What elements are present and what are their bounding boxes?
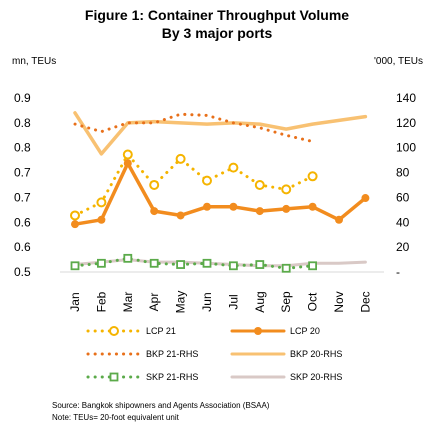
- legend-label-bkp-21-rhs: BKP 21-RHS: [146, 349, 198, 359]
- data-point-skp-21-rhs: [281, 263, 291, 273]
- series-bkp-20-rhs: [73, 111, 368, 156]
- data-point-lcp-20: [123, 159, 132, 168]
- series-lcp-20: [71, 159, 370, 229]
- data-point-lcp-21: [254, 180, 265, 190]
- left-axis-tick-label: 0.7: [14, 190, 31, 204]
- data-point-skp-21-rhs: [123, 253, 133, 263]
- data-point-lcp-20: [203, 202, 211, 211]
- data-point-lcp-20: [361, 194, 370, 203]
- plot-area: 0.9 0.8 0.8 0.7 0.7 0.6 0.6 0.5 140 120 100 80 60 40 2…: [14, 91, 416, 313]
- series-line-lcp-21: [73, 153, 315, 217]
- left-axis-tick-label: 0.5: [14, 265, 31, 279]
- x-axis-tick-label: Sep: [279, 291, 293, 313]
- source-note: Source: Bangkok shipowners and Agents As…: [52, 401, 270, 410]
- right-axis-tick-label: 80: [396, 166, 410, 180]
- right-axis-tick-label: 60: [396, 190, 410, 204]
- x-axis-tick-label: Mar: [121, 292, 135, 313]
- x-axis-tick-label: Aug: [253, 291, 267, 312]
- data-point-lcp-21: [70, 210, 80, 221]
- series-bkp-21-rhs: [73, 112, 315, 143]
- left-axis-tick-label: 0.8: [14, 116, 31, 130]
- series-line-bkp-21-rhs: [73, 112, 315, 143]
- data-point-skp-21-rhs: [255, 260, 265, 269]
- right-axis-unit-label: '000, TEUs: [374, 56, 423, 67]
- legend: LCP 21 LCP 20 BKP 21-RHS BKP 20-RHS SKP 21-R…: [86, 326, 342, 382]
- data-point-skp-21-rhs: [202, 258, 212, 268]
- x-axis-tick-label: Apr: [147, 293, 161, 312]
- x-axis-tick-label: Nov: [332, 291, 346, 312]
- left-axis-tick-label: 0.7: [14, 166, 31, 180]
- data-point-lcp-21: [122, 149, 133, 160]
- legend-marker-lcp-21: [109, 326, 119, 336]
- chart-title-line2: By 3 major ports: [162, 25, 273, 41]
- data-point-lcp-21: [281, 184, 292, 195]
- data-point-lcp-20: [335, 215, 343, 224]
- right-axis-tick-label: 40: [396, 215, 410, 229]
- data-point-lcp-21: [175, 153, 186, 164]
- data-point-skp-21-rhs: [308, 261, 318, 271]
- data-point-skp-21-rhs: [70, 261, 80, 271]
- legend-label-skp-20-rhs: SKP 20-RHS: [290, 372, 342, 382]
- data-point-lcp-20: [150, 207, 159, 216]
- x-axis-tick-label: Feb: [94, 291, 108, 312]
- data-point-lcp-20: [282, 204, 291, 213]
- left-axis-tick-label: 0.6: [14, 240, 31, 254]
- x-axis-tick-label: Jul: [226, 294, 240, 309]
- x-axis-tick-label: Jun: [200, 292, 214, 311]
- left-axis-tick-label: 0.6: [14, 215, 31, 229]
- data-point-lcp-20: [176, 211, 185, 220]
- right-axis-tick-label: 120: [396, 116, 416, 130]
- x-axis-tick-label: Oct: [306, 292, 320, 311]
- data-point-lcp-20: [255, 207, 264, 216]
- series-line-lcp-20: [73, 161, 368, 226]
- teu-note: Note: TEUs= 20-foot equivalent unit: [52, 413, 180, 422]
- right-axis-tick-label: 100: [396, 141, 416, 155]
- x-axis-tick-label: Dec: [358, 291, 372, 312]
- legend-label-bkp-20-rhs: BKP 20-RHS: [290, 349, 342, 359]
- data-point-lcp-21: [307, 171, 318, 182]
- legend-marker-skp-21-rhs: [109, 372, 119, 382]
- left-axis-tick-label: 0.9: [14, 91, 31, 105]
- chart-title-line1: Figure 1: Container Throughput Volume: [85, 7, 349, 23]
- data-point-lcp-21: [96, 197, 107, 208]
- series-lcp-21: [70, 149, 318, 221]
- series-line-skp-21-rhs: [73, 256, 315, 270]
- legend-label-lcp-20: LCP 20: [290, 326, 320, 336]
- data-point-lcp-20: [97, 215, 106, 224]
- data-point-lcp-20: [229, 202, 238, 211]
- right-axis-tick-label: 20: [396, 240, 410, 254]
- data-point-lcp-20: [71, 220, 79, 229]
- data-point-skp-21-rhs: [149, 258, 159, 268]
- left-axis-unit-label: mn, TEUs: [12, 56, 56, 67]
- data-point-lcp-21: [202, 175, 212, 186]
- legend-label-lcp-21: LCP 21: [146, 326, 176, 336]
- x-axis-tick-label: May: [174, 291, 188, 314]
- data-point-skp-21-rhs: [176, 260, 186, 269]
- data-point-lcp-21: [228, 162, 239, 173]
- right-axis-tick-label: 140: [396, 91, 416, 105]
- series-line-bkp-20-rhs: [73, 111, 368, 156]
- data-point-skp-21-rhs: [228, 261, 238, 271]
- data-point-lcp-20: [308, 202, 317, 211]
- series-skp-21-rhs: [70, 253, 318, 273]
- data-point-skp-21-rhs: [97, 258, 106, 268]
- left-axis-tick-label: 0.8: [14, 141, 31, 155]
- right-axis-tick-label: -: [396, 265, 400, 279]
- x-axis-tick-label: Jan: [68, 292, 82, 311]
- data-point-lcp-21: [149, 180, 160, 190]
- legend-label-skp-21-rhs: SKP 21-RHS: [146, 372, 198, 382]
- legend-marker-lcp-20: [254, 327, 262, 335]
